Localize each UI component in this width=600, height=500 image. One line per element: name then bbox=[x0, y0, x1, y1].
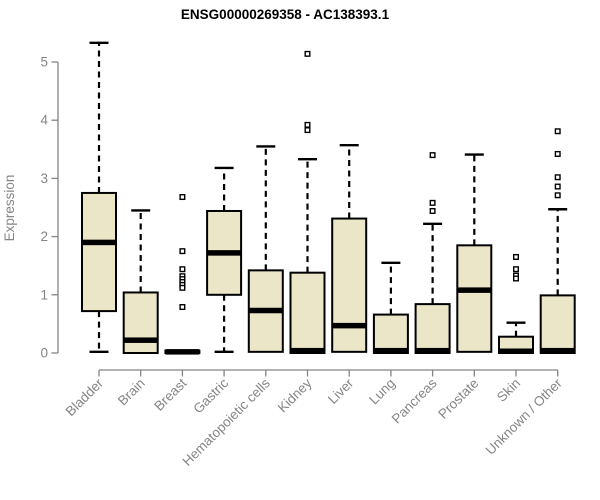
y-tick-label: 5 bbox=[40, 55, 48, 70]
median-Unknown / Other bbox=[540, 347, 575, 354]
y-tick-label: 2 bbox=[40, 229, 48, 244]
box-Pancreas bbox=[414, 303, 451, 354]
outlier-point bbox=[554, 183, 561, 190]
x-tick-label: Brain bbox=[115, 376, 148, 409]
outlier-point bbox=[179, 266, 186, 273]
x-tick-label: Kidney bbox=[275, 375, 315, 415]
outlier-point bbox=[429, 152, 436, 159]
x-tick-label: Gastric bbox=[190, 375, 231, 416]
x-tick-label: Lung bbox=[366, 376, 398, 408]
outlier-point bbox=[554, 192, 561, 199]
chart-title: ENSG00000269358 - AC138393.1 bbox=[181, 7, 390, 22]
outlier-point bbox=[429, 199, 436, 206]
median-Pancreas bbox=[415, 347, 450, 354]
y-tick-label: 3 bbox=[40, 171, 48, 186]
x-tick-label: Pancreas bbox=[389, 375, 440, 426]
outlier-point bbox=[179, 304, 186, 311]
outlier-point bbox=[513, 253, 520, 260]
x-tick-label: Breast bbox=[151, 375, 189, 413]
box-Unknown / Other bbox=[539, 294, 576, 354]
outlier-point bbox=[304, 121, 311, 128]
outlier-point bbox=[304, 50, 311, 57]
outlier-point bbox=[513, 275, 520, 282]
x-tick-label: Bladder bbox=[63, 375, 107, 419]
x-tick-label: Skin bbox=[494, 376, 523, 405]
median-Lung bbox=[373, 347, 408, 354]
box-Lung bbox=[372, 313, 409, 355]
median-Bladder bbox=[82, 239, 116, 246]
x-tick-label: Unknown / Other bbox=[483, 375, 566, 458]
x-tick-label: Liver bbox=[325, 375, 357, 407]
box-Prostate bbox=[456, 244, 493, 353]
box-Kidney bbox=[289, 271, 326, 354]
outlier-point bbox=[304, 127, 311, 134]
median-Brain bbox=[123, 337, 158, 343]
box-Liver bbox=[331, 217, 368, 353]
median-Prostate bbox=[457, 287, 492, 293]
outlier-point bbox=[513, 266, 520, 273]
outlier-point bbox=[554, 174, 561, 181]
outlier-point bbox=[554, 128, 561, 135]
median-Liver bbox=[332, 322, 367, 329]
y-tick-label: 0 bbox=[40, 346, 48, 361]
box-Brain bbox=[122, 291, 159, 354]
outlier-point bbox=[179, 248, 186, 255]
median-Breast bbox=[165, 349, 200, 355]
outlier-point bbox=[179, 194, 186, 201]
y-tick-label: 1 bbox=[40, 287, 48, 302]
median-Kidney bbox=[290, 347, 325, 354]
outlier-point bbox=[179, 284, 186, 291]
x-tick-label: Prostate bbox=[435, 376, 481, 422]
outlier-point bbox=[554, 150, 561, 157]
y-tick-label: 4 bbox=[40, 113, 48, 128]
outlier-point bbox=[429, 207, 436, 214]
median-Skin bbox=[499, 348, 533, 355]
box-Bladder bbox=[81, 191, 117, 313]
median-Gastric bbox=[207, 250, 242, 256]
y-axis-label: Expression bbox=[2, 175, 17, 242]
median-Hematopoietic cells bbox=[248, 307, 283, 314]
